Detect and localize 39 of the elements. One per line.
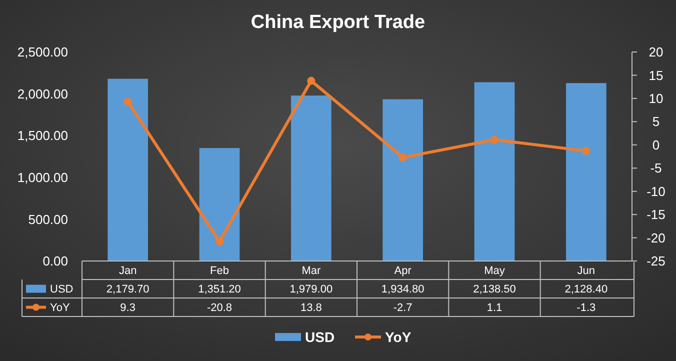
y-tick-label: 500.00 bbox=[28, 212, 68, 227]
data-label: -1.3 bbox=[576, 302, 596, 314]
y2-tick-label: 20 bbox=[648, 44, 664, 60]
y2-tick-label: 0 bbox=[652, 137, 660, 152]
y-tick-label: 2,000.00 bbox=[17, 86, 68, 102]
data-label: -2.7 bbox=[393, 302, 412, 314]
legend-label: USD bbox=[50, 284, 74, 296]
y2-tick-label: -10 bbox=[646, 184, 666, 199]
data-label: 1,351.20 bbox=[198, 284, 241, 296]
data-label: 2,179.70 bbox=[106, 284, 150, 296]
y2-tick-label: -15 bbox=[646, 207, 666, 222]
data-label: -20.8 bbox=[206, 302, 232, 314]
x-tick-label: Mar bbox=[302, 265, 321, 278]
legend-label: YoY bbox=[50, 302, 70, 314]
chart-title: China Export Trade bbox=[250, 12, 426, 33]
x-tick-label: May bbox=[484, 265, 506, 278]
data-label: 2,138.50 bbox=[473, 284, 516, 296]
y-tick-label: 2,500.00 bbox=[17, 44, 68, 60]
x-tick-label: Feb bbox=[210, 265, 229, 278]
y-tick-label: 1,000.00 bbox=[17, 170, 68, 185]
text: YoY bbox=[385, 328, 412, 345]
data-label: 13.8 bbox=[300, 302, 322, 314]
text: USD bbox=[305, 328, 335, 345]
y-tick-label: 0.00 bbox=[42, 254, 68, 269]
data-label: 1.1 bbox=[486, 302, 502, 314]
x-tick-label: Jan bbox=[118, 265, 137, 278]
y2-tick-label: 15 bbox=[648, 68, 664, 83]
x-tick-label: Jun bbox=[577, 265, 596, 278]
y-tick-label: 1,500.00 bbox=[17, 128, 68, 144]
x-tick-label: Apr bbox=[394, 265, 412, 278]
data-label: 1,934.80 bbox=[381, 284, 424, 296]
data-label: 2,128.40 bbox=[564, 284, 608, 296]
y2-tick-label: 5 bbox=[652, 114, 660, 130]
y2-tick-label: -25 bbox=[646, 254, 666, 269]
y2-tick-label: -5 bbox=[650, 160, 662, 176]
data-label: 9.3 bbox=[120, 302, 136, 314]
y2-tick-label: 10 bbox=[648, 90, 664, 106]
y2-tick-label: -20 bbox=[646, 230, 666, 246]
data-label: 1,979.00 bbox=[290, 284, 333, 296]
